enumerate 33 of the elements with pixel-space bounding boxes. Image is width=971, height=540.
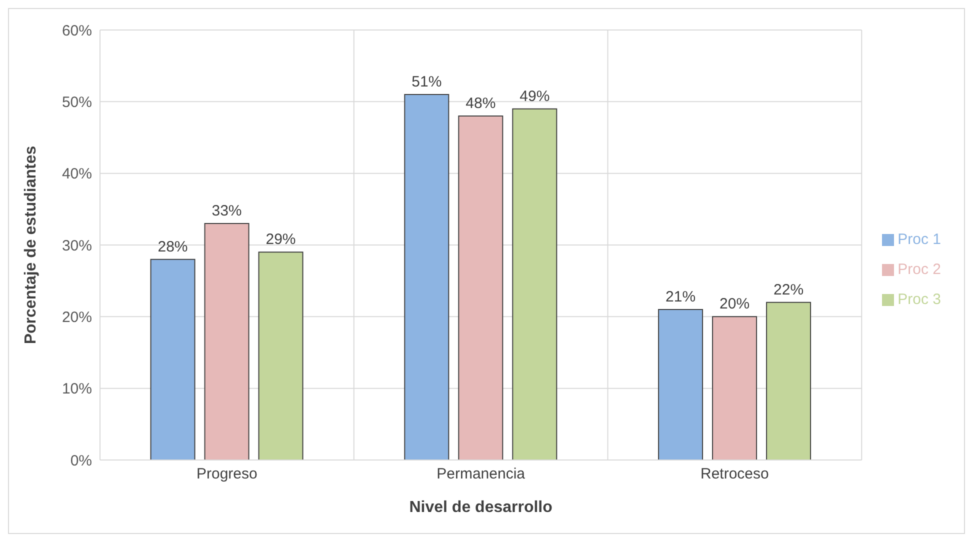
- legend-label: Proc 3: [898, 291, 941, 308]
- y-tick-label: 20%: [62, 308, 92, 326]
- bar: [712, 316, 758, 460]
- y-tick-label: 40%: [62, 166, 92, 183]
- data-label: 33%: [212, 202, 242, 220]
- bar: [204, 223, 250, 460]
- data-label: 51%: [412, 74, 442, 90]
- legend-label: Proc 2: [898, 261, 941, 278]
- x-tick-label: Progreso: [196, 466, 258, 483]
- bar: [512, 108, 558, 460]
- bar: [766, 302, 812, 460]
- data-label: 29%: [266, 231, 296, 248]
- x-tick-label: Retroceso: [700, 466, 769, 483]
- y-tick-label: 50%: [62, 94, 92, 111]
- bar: [258, 252, 304, 460]
- data-label: 20%: [720, 296, 750, 313]
- y-axis-title: Porcentaje de estudiantes: [22, 146, 40, 344]
- data-label: 28%: [158, 238, 188, 256]
- data-label: 22%: [774, 281, 804, 298]
- bar: [658, 309, 704, 460]
- x-tick-label: Permanencia: [436, 466, 526, 483]
- x-axis-title: Nivel de desarrollo: [409, 499, 553, 516]
- y-tick-label: 0%: [70, 452, 92, 470]
- data-label: 21%: [666, 288, 696, 306]
- data-label: 49%: [520, 88, 550, 105]
- bar: [458, 116, 504, 460]
- bar: [404, 94, 450, 460]
- y-tick-label: 60%: [62, 22, 92, 40]
- y-tick-label: 30%: [62, 237, 92, 254]
- bar: [150, 258, 196, 460]
- data-label: 48%: [466, 95, 496, 112]
- y-tick-label: 10%: [62, 380, 92, 398]
- legend-label: Proc 1: [898, 231, 941, 248]
